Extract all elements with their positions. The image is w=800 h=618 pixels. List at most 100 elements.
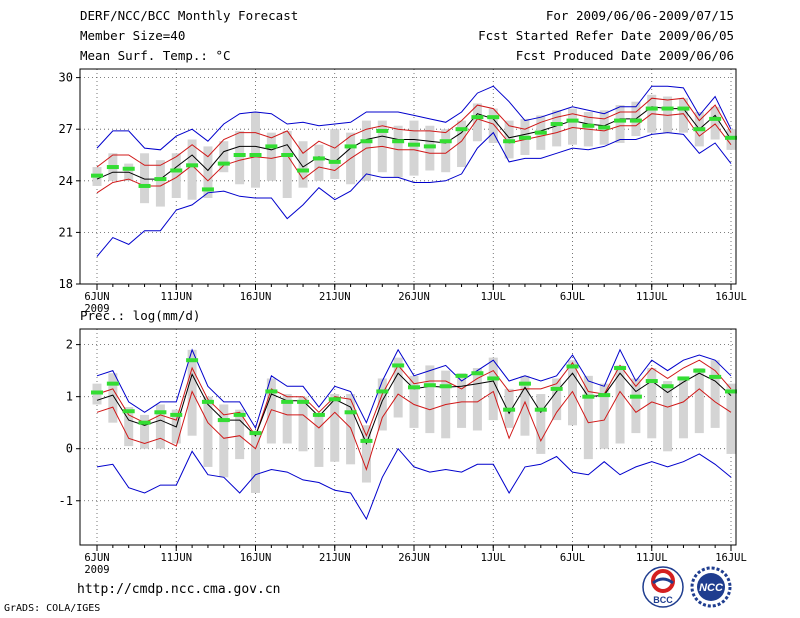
median-marker xyxy=(328,159,341,164)
x-tick-label: 11JUL xyxy=(636,552,668,564)
year-label: 2009 xyxy=(84,303,109,315)
spread-bar xyxy=(330,129,340,180)
plot-frame xyxy=(79,328,737,546)
median-marker xyxy=(376,389,389,394)
median-marker xyxy=(154,410,167,415)
spread-bar xyxy=(583,375,593,460)
y-tick-label: 24 xyxy=(59,174,73,188)
fcst-produced-label: Fcst Produced Date 2009/06/06 xyxy=(515,48,734,63)
median-marker xyxy=(661,384,674,389)
median-marker xyxy=(439,384,452,389)
median-marker xyxy=(677,376,690,381)
series-line-max xyxy=(96,348,732,430)
median-marker xyxy=(312,412,325,417)
spread-bar xyxy=(282,394,292,444)
median-marker xyxy=(582,394,595,399)
median-marker xyxy=(534,130,547,135)
median-marker xyxy=(423,144,436,149)
y-tick-label: 21 xyxy=(59,225,73,239)
median-marker xyxy=(645,379,658,384)
median-marker xyxy=(487,115,500,120)
median-marker xyxy=(614,366,627,371)
x-tick-label: 11JUN xyxy=(160,552,192,564)
spread-bar xyxy=(472,368,482,431)
median-marker xyxy=(376,128,389,133)
median-marker xyxy=(281,399,294,404)
median-marker xyxy=(392,139,405,144)
median-marker xyxy=(503,407,516,412)
median-marker xyxy=(201,399,214,404)
median-marker xyxy=(582,123,595,128)
spread-bar xyxy=(425,365,435,434)
median-marker xyxy=(297,168,310,173)
median-marker xyxy=(106,165,119,170)
x-tick-label: 16JUN xyxy=(240,552,272,564)
median-marker xyxy=(392,363,405,368)
spread-bar xyxy=(457,373,467,428)
spread-bar xyxy=(647,368,657,439)
median-marker xyxy=(217,418,230,423)
spread-bar xyxy=(124,407,134,447)
x-tick-label: 21JUN xyxy=(319,291,351,303)
y-tick-label: 18 xyxy=(59,277,73,291)
spread-bar xyxy=(663,381,673,452)
median-marker xyxy=(138,183,151,188)
spread-bar xyxy=(219,141,229,173)
member-size-label: Member Size=40 xyxy=(80,28,186,43)
x-tick-label: 6JUN xyxy=(84,552,109,564)
spread-bar xyxy=(155,404,165,449)
spread-bar xyxy=(678,98,688,133)
spread-bar xyxy=(488,357,498,421)
spread-bar xyxy=(108,373,118,423)
spread-bar xyxy=(615,365,625,444)
median-marker xyxy=(645,106,658,111)
x-tick-label: 26JUN xyxy=(398,291,430,303)
series-line-upper xyxy=(96,359,732,438)
median-marker xyxy=(249,431,262,436)
series-line-lower xyxy=(96,388,732,472)
median-marker xyxy=(423,383,436,388)
spread-bar xyxy=(552,378,562,421)
spread-bar xyxy=(330,394,340,462)
median-marker xyxy=(297,399,310,404)
median-marker xyxy=(725,135,737,140)
median-marker xyxy=(487,376,500,381)
x-tick-label: 16JUL xyxy=(715,552,747,564)
spread-bar xyxy=(678,378,688,439)
temperature-panel: 18 21 24 27 30 6JUN 11JUN 16JUN 21JUN 26JUN 1JUL 6J… xyxy=(59,68,747,315)
spread-bar xyxy=(235,409,245,460)
median-marker xyxy=(91,390,103,395)
spread-bar xyxy=(393,125,403,178)
spread-bar xyxy=(377,378,387,431)
spread-bar xyxy=(409,375,419,428)
median-marker xyxy=(598,125,611,130)
spread-bar xyxy=(409,120,419,176)
spread-bar xyxy=(488,108,498,143)
chart-title: DERF/NCC/BCC Monthly Forecast xyxy=(80,8,299,23)
spread-bar xyxy=(298,396,308,452)
median-marker xyxy=(550,386,563,391)
spread-bar xyxy=(520,375,530,436)
website-url[interactable]: http://cmdp.ncc.cma.gov.cn xyxy=(77,582,281,597)
series-line-lower xyxy=(96,113,732,194)
spread-bar xyxy=(536,394,546,454)
variable-label: Mean Surf. Temp.: °C xyxy=(80,48,231,63)
x-tick-label: 6JUL xyxy=(560,291,585,303)
median-marker xyxy=(360,438,373,443)
y-tick-label: 27 xyxy=(59,122,73,136)
spread-bar xyxy=(155,160,165,207)
median-marker xyxy=(408,385,420,390)
x-tick-label: 1JUL xyxy=(481,291,506,303)
median-marker xyxy=(471,115,484,120)
median-marker xyxy=(550,122,563,127)
spread-bar xyxy=(710,360,720,428)
y-tick-label: 2 xyxy=(66,338,73,352)
median-marker xyxy=(249,153,262,157)
spread-bar xyxy=(726,383,736,454)
spread-bar xyxy=(203,396,213,467)
x-tick-label: 11JUL xyxy=(636,291,668,303)
bcc-logo: BCC xyxy=(642,566,684,612)
ncc-logo: NCC xyxy=(688,566,734,612)
median-marker xyxy=(661,106,674,111)
x-tick-label: 6JUL xyxy=(560,552,585,564)
